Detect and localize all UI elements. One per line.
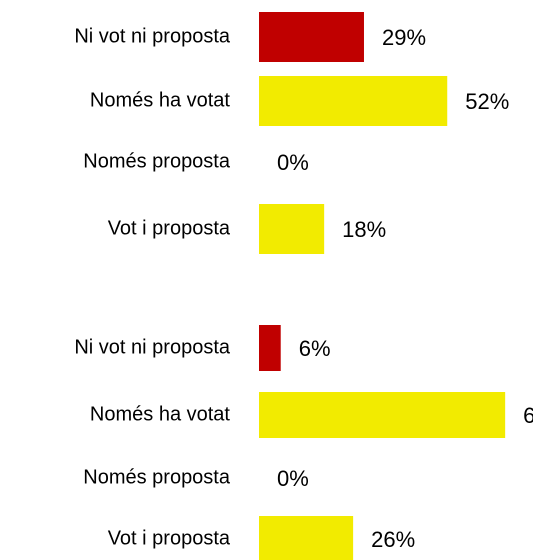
value-label: 0% [277, 150, 309, 175]
value-label: 68% [523, 403, 533, 428]
bar [259, 392, 506, 438]
category-label: Només ha votat [90, 403, 231, 425]
bar [259, 12, 364, 62]
category-label: Només ha votat [90, 89, 231, 111]
bar [259, 204, 325, 254]
category-label: Vot i proposta [108, 217, 231, 239]
category-label: Ni vot ni proposta [74, 336, 231, 358]
category-label: Vot i proposta [108, 527, 231, 549]
bar [259, 516, 354, 560]
value-label: 18% [342, 217, 386, 242]
bar [259, 76, 448, 126]
value-label: 52% [465, 89, 509, 114]
value-label: 29% [382, 25, 426, 50]
value-label: 26% [371, 527, 415, 552]
category-label: Només proposta [83, 150, 231, 172]
bar [259, 325, 281, 371]
value-label: 6% [299, 336, 331, 361]
category-label: Només proposta [83, 466, 231, 488]
value-label: 0% [277, 466, 309, 491]
category-label: Ni vot ni proposta [74, 25, 231, 47]
